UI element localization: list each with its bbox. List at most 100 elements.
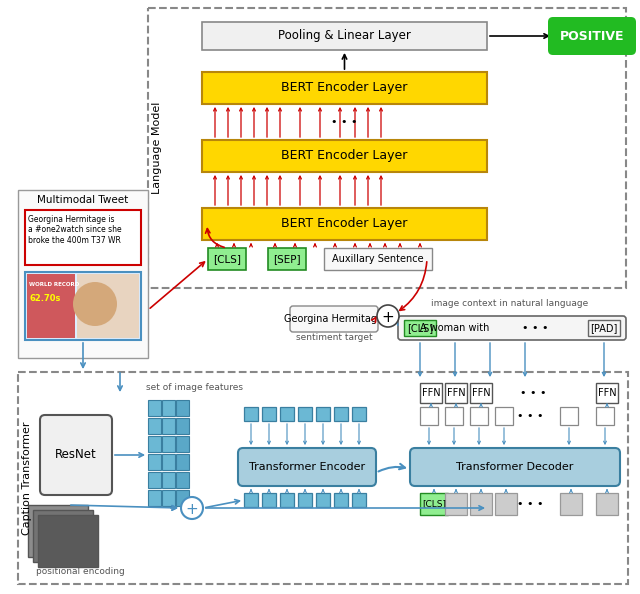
Text: FFN: FFN [598, 388, 616, 398]
Bar [244, 407, 258, 421]
Bar [162, 400, 175, 416]
Bar [445, 407, 463, 425]
Text: +: + [186, 501, 198, 517]
Bar [28, 505, 88, 557]
Bar [176, 418, 189, 434]
Circle shape [181, 497, 203, 519]
Bar [316, 493, 330, 507]
Bar [176, 472, 189, 488]
Bar [176, 400, 189, 416]
Text: [SEP]: [SEP] [273, 254, 301, 264]
Bar [176, 490, 189, 506]
Text: +: + [381, 309, 394, 324]
Text: [CLS]: [CLS] [213, 254, 241, 264]
Bar [404, 320, 436, 336]
Bar [280, 493, 294, 507]
Bar [560, 493, 582, 515]
Bar [262, 407, 276, 421]
Bar [280, 407, 294, 421]
Text: • • •: • • • [516, 499, 543, 509]
Bar [162, 472, 175, 488]
Text: Transformer Decoder: Transformer Decoder [456, 462, 573, 472]
Text: Multimodal Tweet: Multimodal Tweet [37, 195, 129, 205]
Bar [148, 436, 161, 452]
Text: WORLD RECORD: WORLD RECORD [29, 282, 79, 287]
Text: Caption Transformer: Caption Transformer [22, 421, 32, 535]
FancyBboxPatch shape [290, 306, 378, 332]
Text: FFN: FFN [447, 388, 465, 398]
Bar [420, 493, 448, 515]
Bar [334, 407, 348, 421]
Bar [324, 248, 432, 270]
Bar [495, 407, 513, 425]
Text: Language Model: Language Model [152, 102, 162, 194]
Text: Pooling & Linear Layer: Pooling & Linear Layer [278, 30, 411, 43]
Bar [445, 493, 467, 515]
Bar [262, 493, 276, 507]
Bar [268, 248, 306, 270]
Text: set of image features: set of image features [147, 384, 243, 393]
FancyBboxPatch shape [238, 448, 376, 486]
Text: A woman with: A woman with [420, 323, 490, 333]
Text: Georgina Hermitage is
a #one2watch since she
broke the 400m T37 WR: Georgina Hermitage is a #one2watch since… [28, 215, 122, 245]
Bar [352, 493, 366, 507]
FancyBboxPatch shape [548, 17, 636, 55]
Text: FFN: FFN [422, 388, 440, 398]
Bar [176, 436, 189, 452]
Bar [38, 515, 98, 567]
Bar [148, 8, 626, 288]
Bar [176, 454, 189, 470]
Bar [316, 407, 330, 421]
Bar [495, 493, 517, 515]
Text: sentiment target: sentiment target [296, 333, 372, 342]
Text: 62.70s: 62.70s [29, 294, 60, 303]
Bar [470, 383, 492, 403]
Bar [420, 383, 442, 403]
Bar [77, 274, 139, 338]
Bar [470, 407, 488, 425]
Bar [202, 208, 487, 240]
Bar [202, 22, 487, 50]
Text: [CLS]: [CLS] [422, 500, 446, 508]
Bar [596, 493, 618, 515]
Text: POSITIVE: POSITIVE [560, 30, 624, 43]
Bar [148, 454, 161, 470]
Bar [162, 436, 175, 452]
Text: [CLS]: [CLS] [407, 323, 433, 333]
Bar [162, 490, 175, 506]
Text: [PAD]: [PAD] [590, 323, 618, 333]
Circle shape [377, 305, 399, 327]
Text: FFN: FFN [472, 388, 490, 398]
Bar [298, 407, 312, 421]
Bar [148, 472, 161, 488]
Text: BERT Encoder Layer: BERT Encoder Layer [282, 217, 408, 230]
Bar [560, 407, 578, 425]
Circle shape [73, 282, 117, 326]
Bar [148, 418, 161, 434]
Bar [148, 490, 161, 506]
Text: • • •: • • • [516, 411, 543, 421]
Bar [27, 274, 75, 338]
Bar [445, 383, 467, 403]
Bar [208, 248, 246, 270]
Text: • • •: • • • [332, 117, 358, 127]
Bar [244, 493, 258, 507]
FancyBboxPatch shape [40, 415, 112, 495]
Text: image context in natural language: image context in natural language [431, 299, 589, 308]
Text: BERT Encoder Layer: BERT Encoder Layer [282, 150, 408, 163]
Text: Georgina Hermitage: Georgina Hermitage [285, 314, 383, 324]
Text: Auxillary Sentence: Auxillary Sentence [332, 254, 424, 264]
Bar [420, 407, 438, 425]
Bar [25, 272, 141, 340]
Bar [202, 72, 487, 104]
FancyBboxPatch shape [398, 316, 626, 340]
Bar [298, 493, 312, 507]
Text: ResNet: ResNet [55, 448, 97, 462]
Bar [596, 383, 618, 403]
Text: • • •: • • • [520, 388, 547, 398]
Bar [162, 418, 175, 434]
Text: • • •: • • • [522, 323, 548, 333]
Bar [596, 407, 614, 425]
Bar [18, 190, 148, 358]
Text: BERT Encoder Layer: BERT Encoder Layer [282, 81, 408, 94]
